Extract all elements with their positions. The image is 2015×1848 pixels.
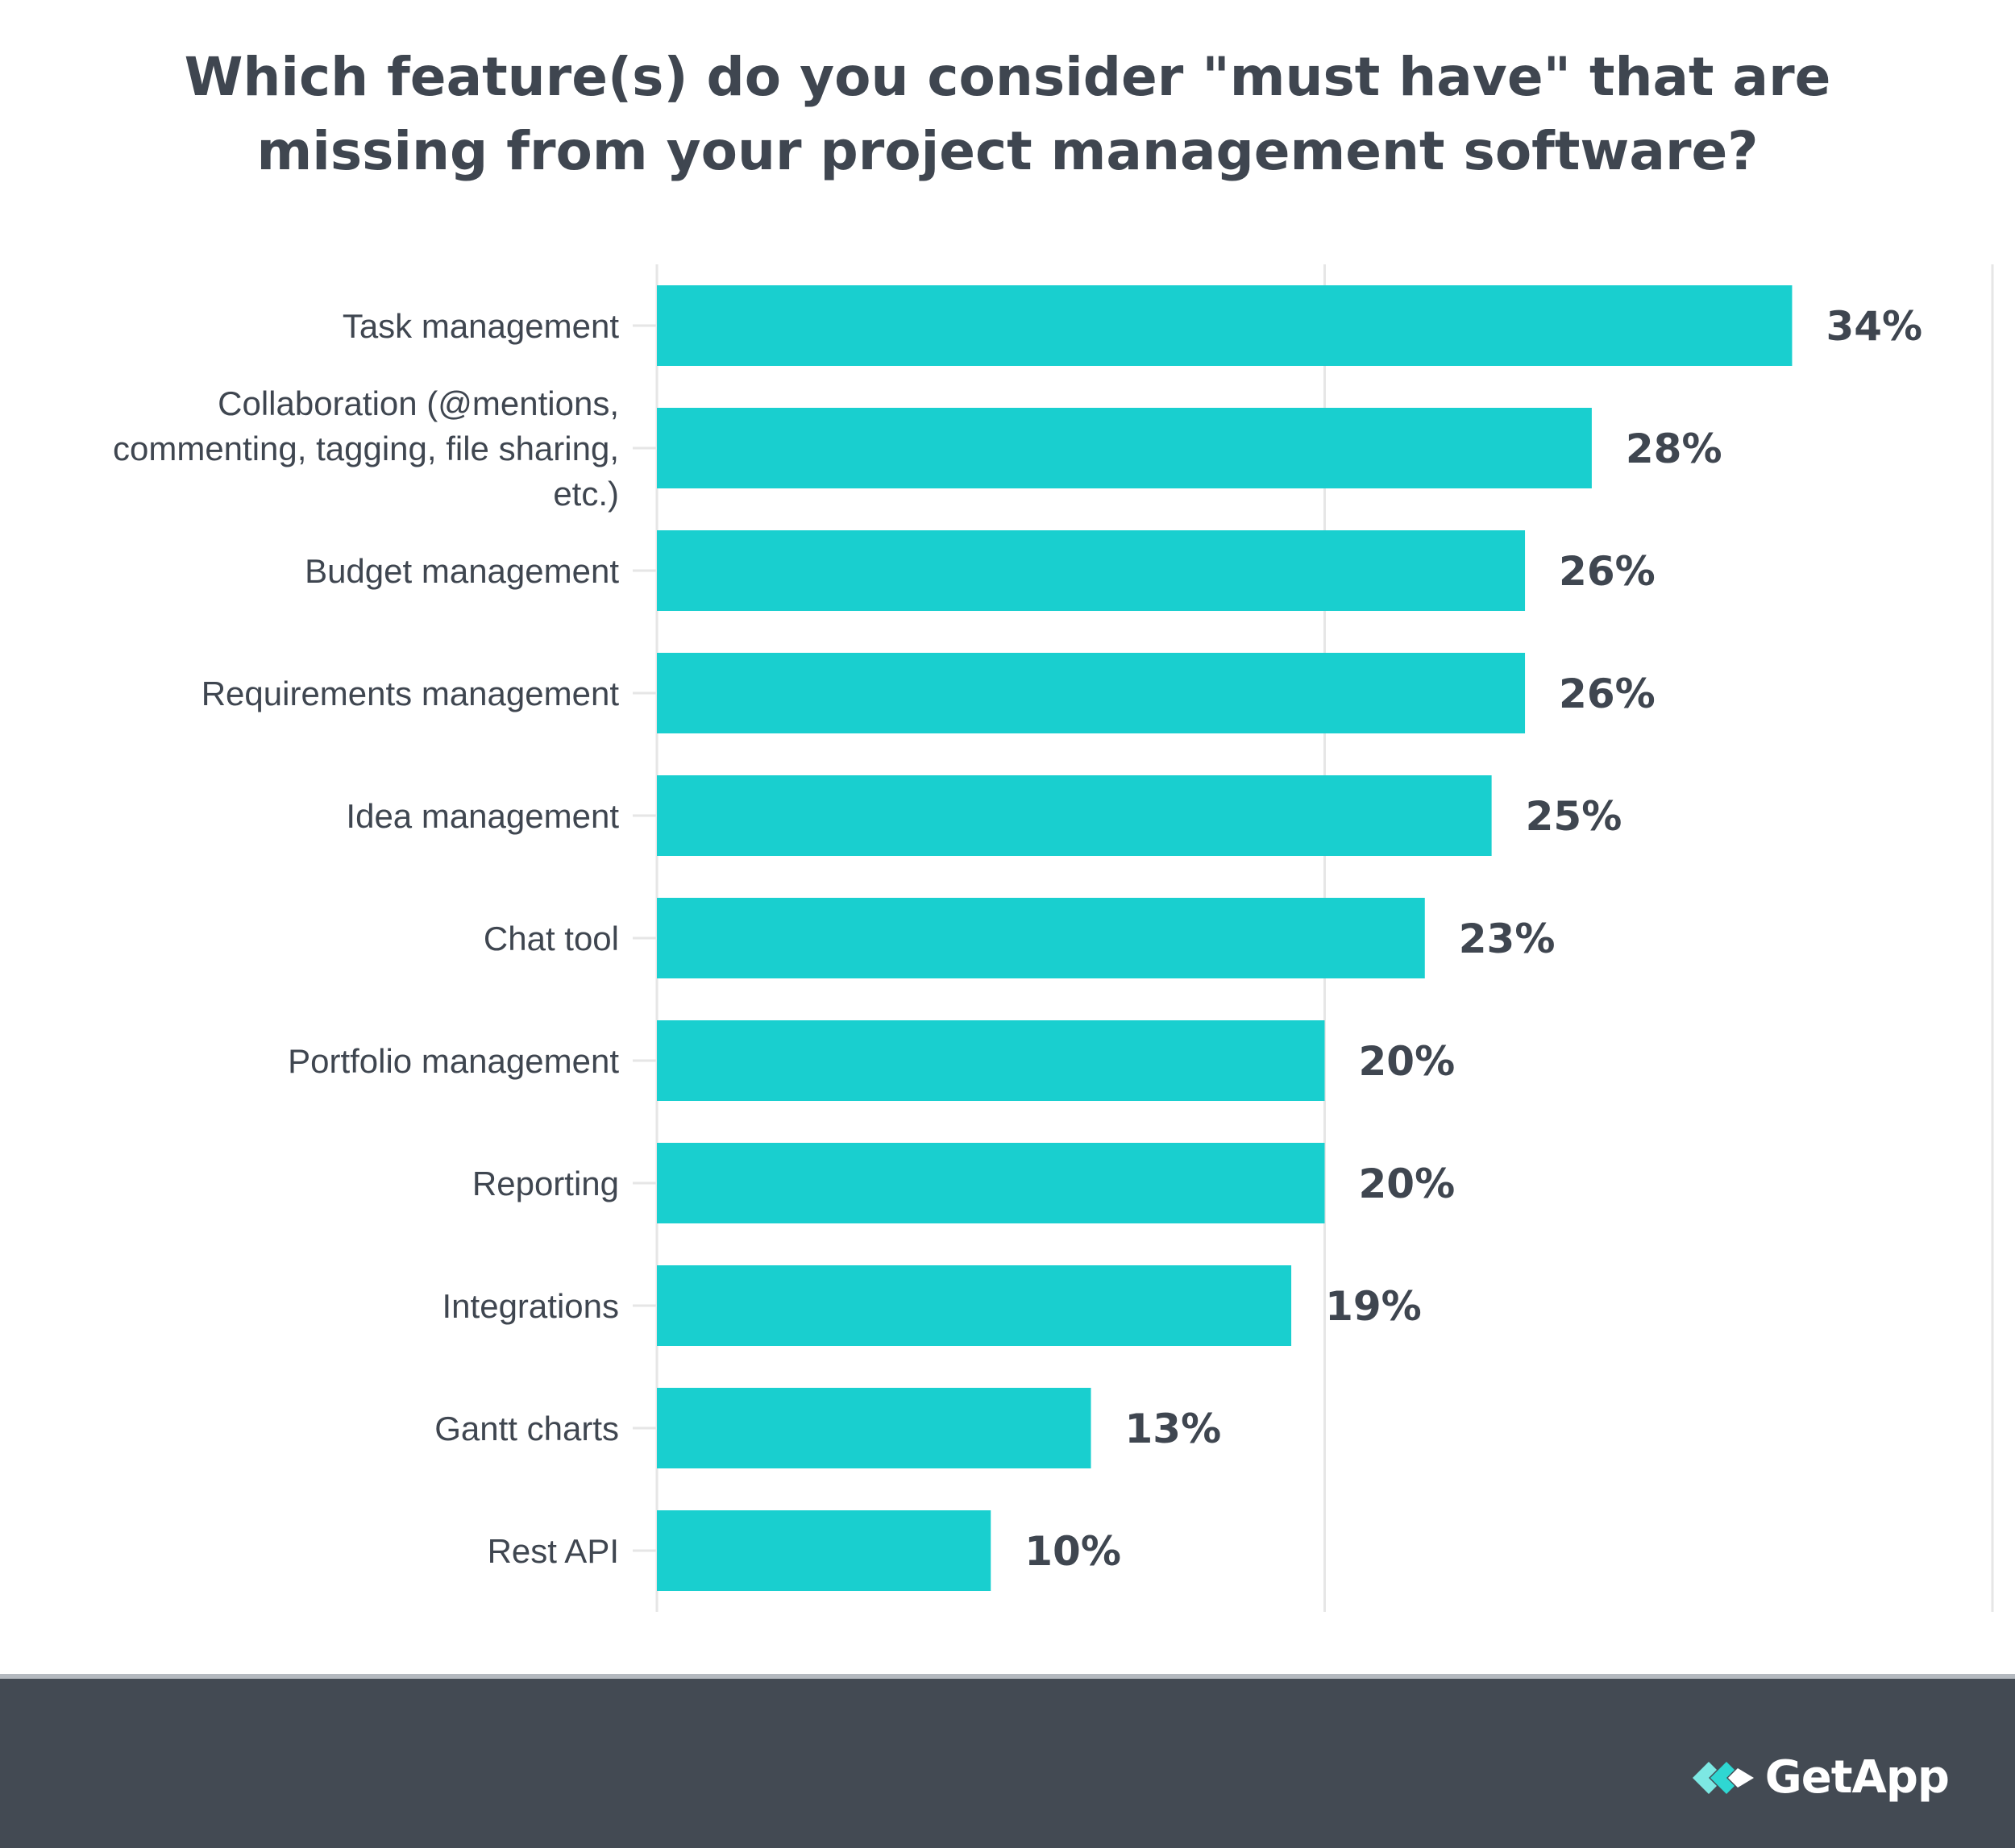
value-label: 10% (1024, 1528, 1121, 1575)
category-label: Task management (343, 307, 620, 345)
footer-divider (0, 1674, 2015, 1679)
category-label: Chat tool (484, 920, 619, 957)
bar (657, 1388, 1091, 1468)
category-label-line: Collaboration (@mentions, (218, 384, 619, 422)
category-label: Gantt charts (434, 1410, 619, 1447)
footer-bar: GetApp (0, 1679, 2015, 1848)
category-label: Reporting (472, 1165, 619, 1202)
bars (657, 285, 1793, 1591)
bar (657, 1510, 991, 1591)
value-label: 28% (1626, 426, 1722, 472)
category-label: Requirements management (202, 675, 620, 712)
category-label-line: Rest API (488, 1532, 619, 1570)
value-label: 26% (1559, 671, 1656, 717)
category-label-line: Integrations (442, 1287, 619, 1325)
value-label: 34% (1826, 303, 1922, 350)
bar (657, 775, 1492, 856)
category-label-line: Budget management (305, 552, 619, 590)
category-label: Rest API (488, 1532, 619, 1570)
bar (657, 408, 1592, 488)
brand-logo: GetApp (1692, 1751, 1950, 1804)
bar (657, 1265, 1292, 1346)
brand-name: GetApp (1764, 1751, 1950, 1804)
category-label-line: Gantt charts (434, 1410, 619, 1447)
value-label: 20% (1359, 1038, 1456, 1085)
chart-title: Which feature(s) do you consider "must h… (184, 46, 1831, 182)
value-label: 13% (1125, 1406, 1222, 1452)
bar (657, 1143, 1325, 1223)
bar (657, 1020, 1325, 1101)
category-label-line: commenting, tagging, file sharing, (113, 430, 619, 467)
category-label-line: Chat tool (484, 920, 619, 957)
bar (657, 530, 1526, 611)
value-label: 23% (1459, 916, 1556, 962)
bar-chart: Task management Collaboration (@mentions,… (113, 264, 1994, 1612)
category-label-line: etc.) (553, 475, 619, 513)
bar (657, 898, 1425, 978)
category-label-line: Task management (343, 307, 620, 345)
category-label-line: Idea management (346, 797, 619, 835)
category-label: Budget management (305, 552, 619, 590)
value-label: 25% (1526, 793, 1622, 840)
bar (657, 653, 1526, 733)
bar (657, 285, 1793, 366)
category-label: Integrations (442, 1287, 619, 1325)
value-label: 19% (1325, 1283, 1422, 1330)
category-label-line: Reporting (472, 1165, 619, 1202)
category-labels: Task management Collaboration (@mentions,… (113, 307, 619, 1570)
category-label: Idea management (346, 797, 619, 835)
category-label-line: Portfolio management (288, 1042, 619, 1080)
value-label: 20% (1359, 1161, 1456, 1207)
getapp-chevrons-icon (1692, 1761, 1754, 1794)
category-label-line: Requirements management (202, 675, 620, 712)
category-label: Collaboration (@mentions, commenting, tag… (113, 384, 619, 513)
category-label: Portfolio management (288, 1042, 619, 1080)
value-label: 26% (1559, 548, 1656, 595)
value-labels: 34% 28% 26% 26% 25% 23% 20% 20% 19% 13% 10% (1024, 303, 1922, 1575)
